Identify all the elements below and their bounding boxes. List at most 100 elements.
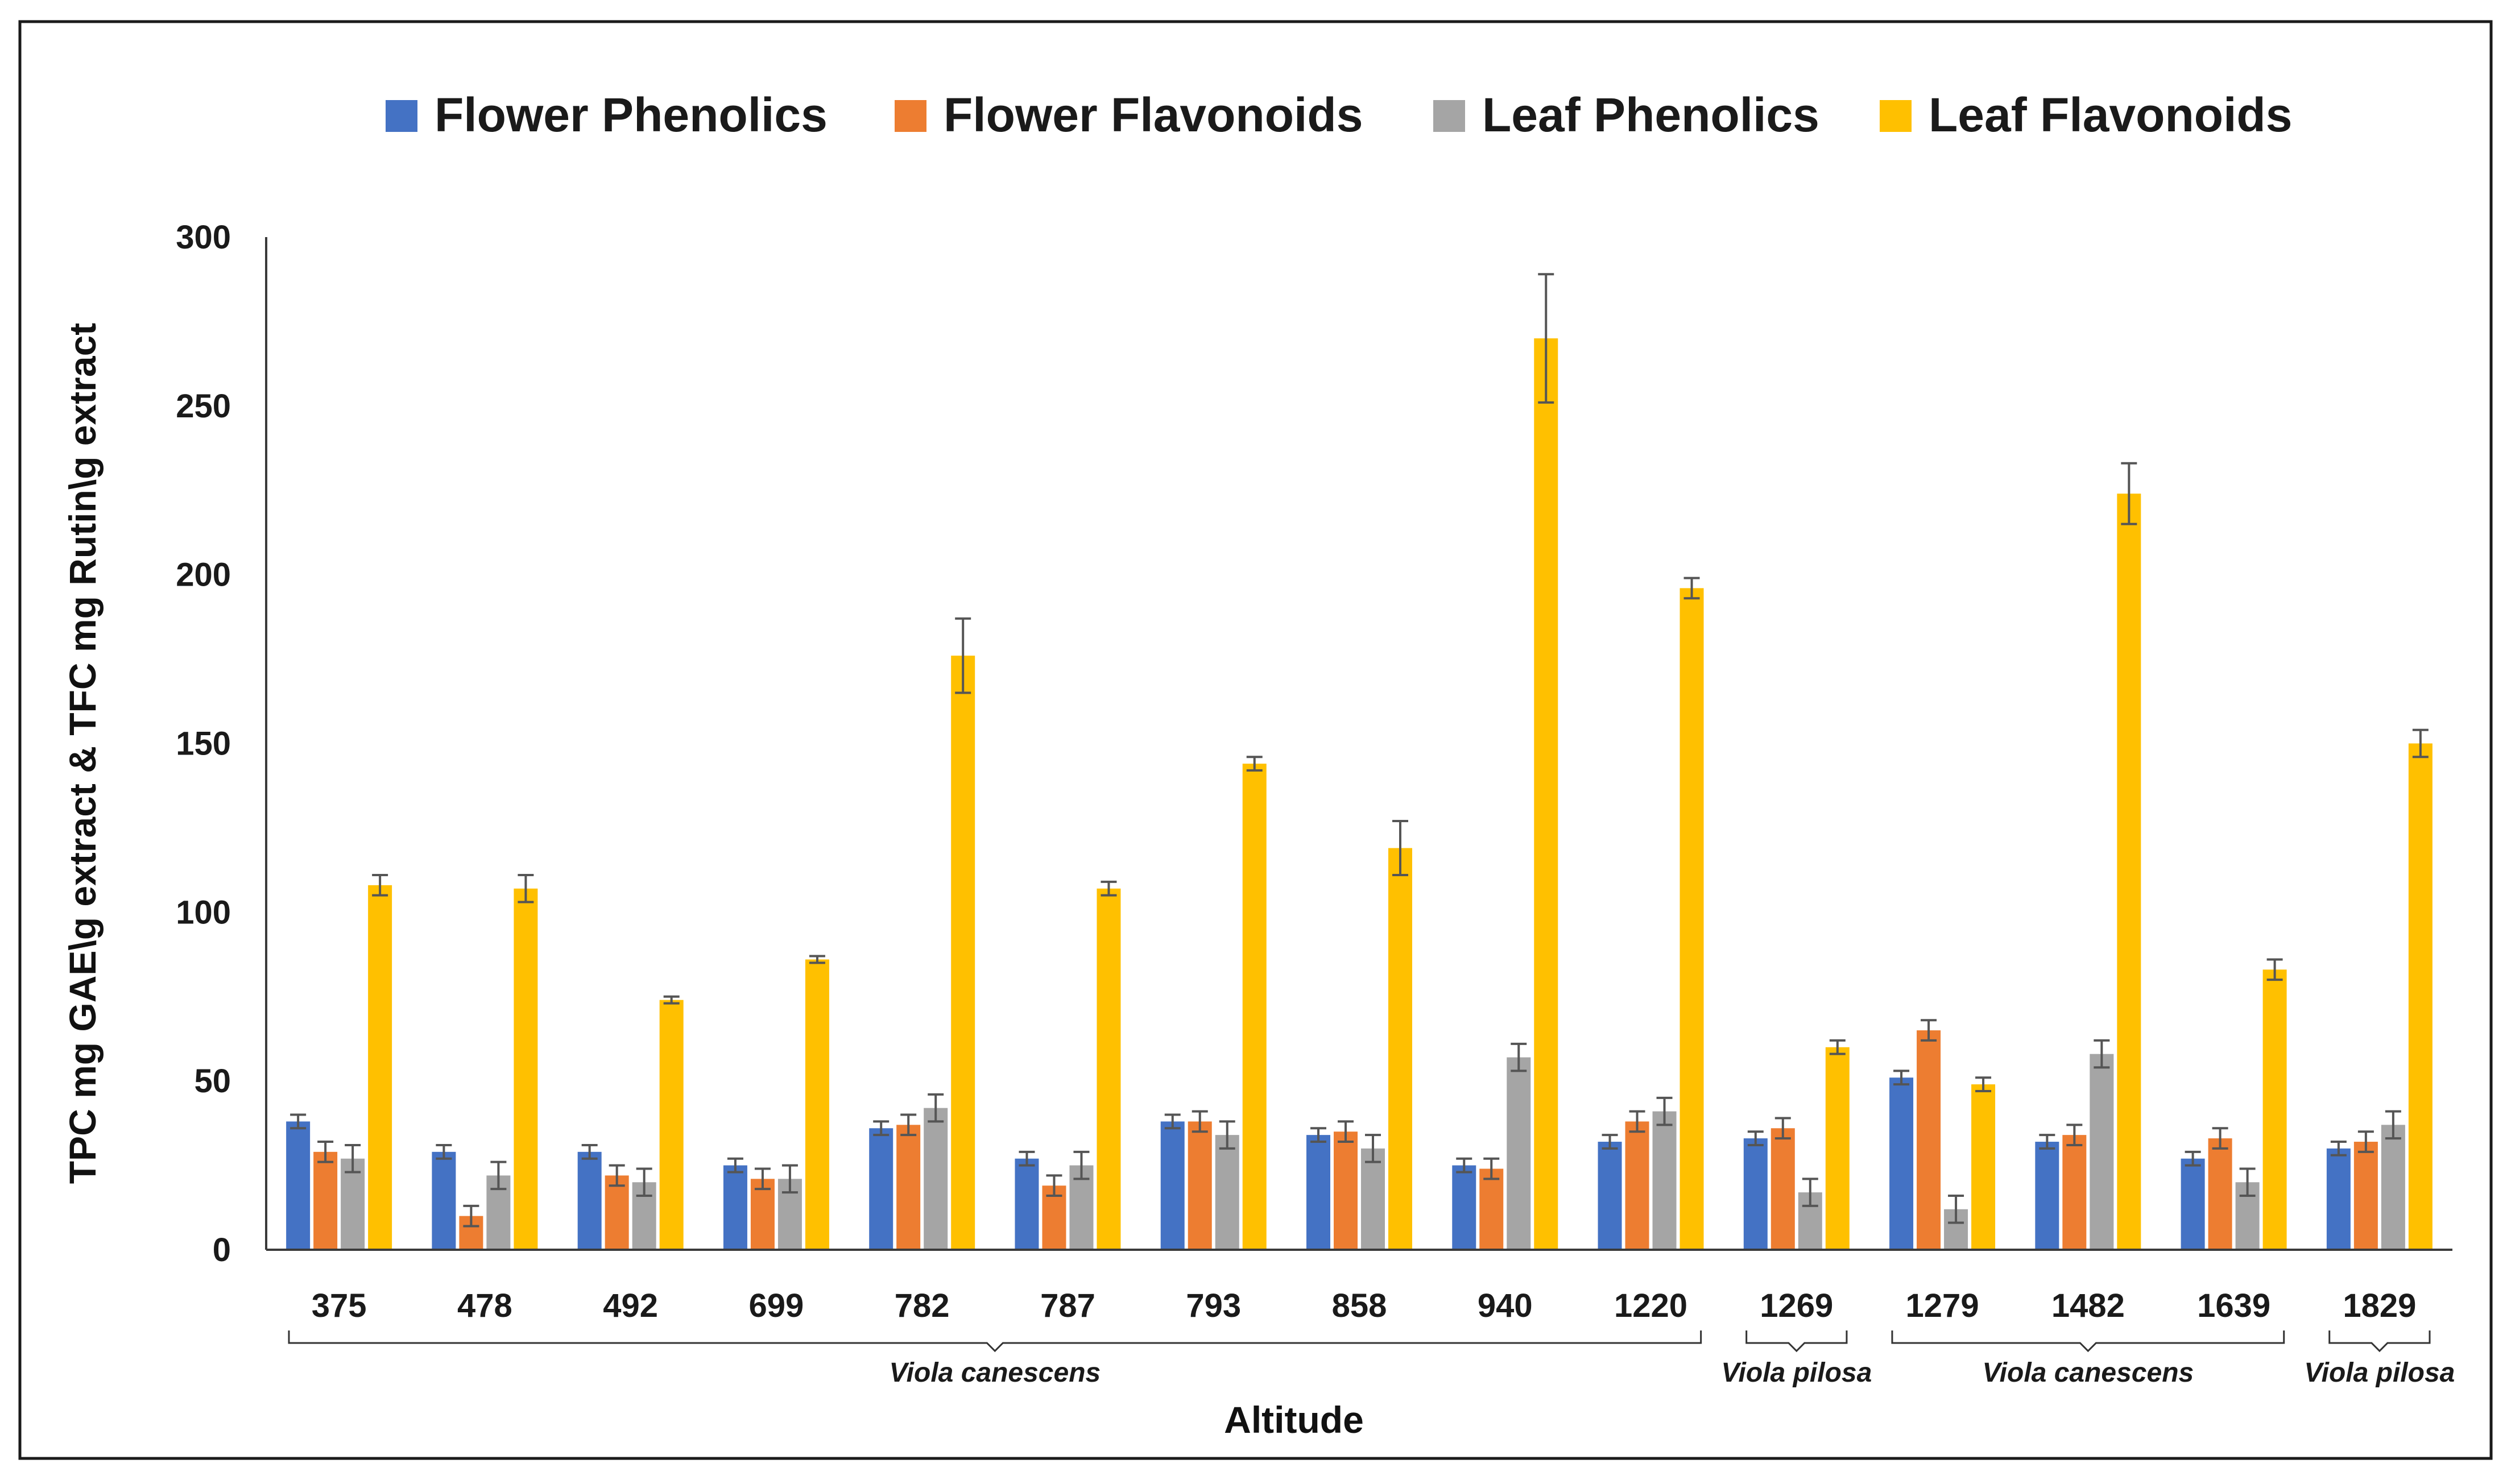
x-tick-label: 1639 <box>2197 1287 2270 1324</box>
x-tick-label: 787 <box>1040 1287 1095 1324</box>
x-tick-label: 1269 <box>1760 1287 1833 1324</box>
bar <box>1361 1148 1385 1250</box>
series-flower-phenolics <box>286 1070 2351 1250</box>
x-tick-label: 940 <box>1478 1287 1533 1324</box>
bar <box>1598 1142 1622 1250</box>
y-tick-label: 300 <box>176 219 231 256</box>
bar <box>869 1128 893 1250</box>
bar <box>2381 1125 2405 1250</box>
legend-swatch <box>1433 100 1465 132</box>
x-tick-label: 478 <box>457 1287 512 1324</box>
group-bracket <box>288 1330 1702 1353</box>
group-label: Viola pilosa <box>1721 1358 1872 1388</box>
bar <box>750 1179 775 1250</box>
bar <box>1388 848 1412 1250</box>
bar <box>1306 1135 1330 1250</box>
bar <box>951 656 975 1250</box>
bar <box>2408 743 2433 1250</box>
legend-label: Leaf Phenolics <box>1482 88 1819 142</box>
group-bracket <box>1745 1330 1848 1353</box>
bar <box>2208 1138 2232 1250</box>
group-bracket <box>2328 1330 2431 1353</box>
bar <box>1479 1168 1504 1250</box>
bar <box>896 1125 921 1250</box>
legend-label: Flower Phenolics <box>435 88 828 142</box>
group-label: Viola pilosa <box>2304 1358 2455 1388</box>
bar <box>1507 1057 1531 1250</box>
legend-item: Flower Phenolics <box>386 88 828 142</box>
bar <box>1188 1121 1212 1250</box>
bar <box>1242 764 1267 1250</box>
bar <box>1743 1138 1768 1250</box>
y-axis: 0 50 100 150 200 250 300 <box>176 219 267 1269</box>
x-axis: 375 478 492 699 782 787 793 858 940 1220 1269 1279 1… <box>266 1249 2452 1324</box>
series-leaf-phenolics <box>341 1039 2405 1250</box>
bar <box>1825 1047 1850 1250</box>
bar <box>805 959 829 1250</box>
legend: Flower Phenolics Flower Flavonoids Leaf Ph… <box>386 88 2292 142</box>
x-tick-label: 782 <box>895 1287 950 1324</box>
bar <box>1971 1084 1996 1250</box>
bar <box>2353 1142 2378 1250</box>
bar <box>2062 1135 2087 1250</box>
bar <box>1452 1165 1476 1250</box>
legend-label: Leaf Flavonoids <box>1929 88 2292 142</box>
series-leaf-flavonoids <box>368 273 2433 1250</box>
x-tick-label: 375 <box>312 1287 367 1324</box>
x-tick-label: 1829 <box>2343 1287 2416 1324</box>
legend-swatch <box>1880 100 1912 132</box>
bar <box>2035 1142 2059 1250</box>
bar <box>2181 1158 2205 1250</box>
y-tick-label: 250 <box>176 388 231 425</box>
y-tick-label: 50 <box>194 1063 231 1100</box>
x-tick-label: 492 <box>603 1287 658 1324</box>
bar <box>1160 1121 1185 1250</box>
bar <box>1215 1135 1239 1250</box>
bar <box>2090 1054 2114 1250</box>
y-tick-label: 0 <box>213 1232 231 1269</box>
x-tick-label: 793 <box>1186 1287 1241 1324</box>
bar <box>1917 1030 1941 1250</box>
bar <box>723 1165 747 1250</box>
bar <box>341 1158 365 1250</box>
legend-item: Leaf Phenolics <box>1433 88 1819 142</box>
bar <box>1534 338 1558 1250</box>
legend-swatch <box>386 100 417 132</box>
bar <box>1652 1111 1677 1250</box>
legend-item: Flower Flavonoids <box>895 88 1363 142</box>
x-tick-label: 1220 <box>1614 1287 1687 1324</box>
bar <box>1679 588 1704 1250</box>
bar <box>1097 888 1121 1250</box>
bar <box>1334 1131 1358 1250</box>
bar <box>368 885 392 1250</box>
bar <box>432 1151 456 1250</box>
bar <box>659 1000 684 1250</box>
x-tick-label: 858 <box>1332 1287 1387 1324</box>
y-tick-label: 100 <box>176 894 231 931</box>
bar <box>514 888 538 1250</box>
bar <box>1770 1128 1795 1250</box>
bar <box>313 1151 338 1250</box>
bar <box>1625 1121 1649 1250</box>
x-axis-title: Altitude <box>1224 1399 1364 1441</box>
species-groups: Viola canescens Viola pilosa Viola canesce… <box>288 1330 2455 1388</box>
y-tick-label: 150 <box>176 726 231 762</box>
legend-item: Leaf Flavonoids <box>1880 88 2292 142</box>
x-tick-label: 1482 <box>2051 1287 2125 1324</box>
x-tick-label: 699 <box>749 1287 804 1324</box>
bar <box>2326 1148 2351 1250</box>
bar <box>286 1121 311 1250</box>
group-label: Viola canescens <box>889 1358 1101 1388</box>
bar <box>2262 969 2287 1250</box>
y-axis-title: TPC mg GAE\g extract & TFC mg Rutin\g ex… <box>61 323 104 1184</box>
bar <box>1015 1158 1039 1250</box>
bar <box>577 1151 602 1250</box>
bar-series <box>286 273 2433 1250</box>
bar <box>2117 494 2141 1250</box>
bar <box>924 1108 948 1250</box>
y-tick-label: 200 <box>176 557 231 594</box>
legend-label: Flower Flavonoids <box>944 88 1363 142</box>
series-flower-flavonoids <box>313 1019 2378 1250</box>
